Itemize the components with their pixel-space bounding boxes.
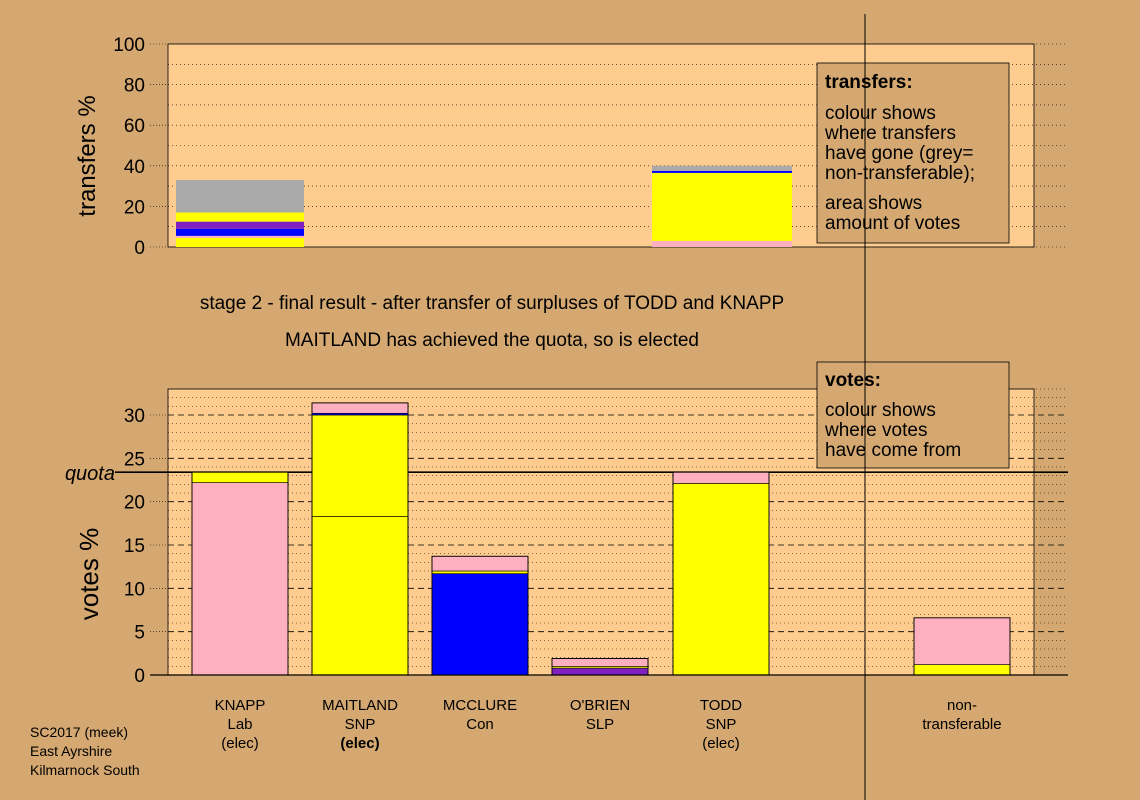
transfer-bar-segment	[176, 237, 304, 247]
transfer-bar-segment	[176, 228, 304, 236]
transfers-legend-line: where transfers	[824, 123, 956, 144]
transfer-bar-segment	[652, 170, 792, 173]
transfers-y-tick-label: 0	[134, 238, 145, 259]
transfers-y-tick-label: 20	[124, 197, 145, 218]
transfers-y-tick-label: 40	[124, 157, 145, 178]
vote-bar-segment	[431, 570, 529, 574]
vote-bar-segment	[311, 414, 409, 517]
transfers-panel: 0 20 40 60 80 100 transfers % transfers: colo…	[74, 35, 1068, 259]
transfers-legend-line: amount of votes	[825, 213, 960, 234]
votes-legend: votes: colour shows where votes have com…	[816, 361, 1010, 469]
candidate-name-label: MCCLURE	[443, 697, 517, 714]
transfers-y-axis-label: transfers %	[74, 95, 101, 216]
candidate-party-label: transferable	[922, 716, 1001, 733]
quota-label: quota	[65, 463, 115, 485]
candidate-party-label: SNP	[345, 716, 376, 733]
votes-y-tick-label: 10	[124, 579, 145, 600]
vote-bar-segment	[672, 471, 770, 484]
transfer-bar-segment	[652, 240, 792, 247]
transfer-bar-segment	[652, 172, 792, 241]
candidate-name-label: non-	[947, 697, 977, 714]
vote-bar-segment	[551, 667, 649, 676]
vote-bar-segment	[311, 402, 409, 414]
candidate-name-label: TODD	[700, 697, 742, 714]
transfers-legend-title: transfers:	[825, 72, 913, 93]
transfer-bar-segment	[176, 180, 304, 213]
transfer-bar-segment	[652, 165, 792, 171]
footer-line: SC2017 (meek)	[30, 724, 128, 740]
vote-bar-segment	[431, 573, 529, 676]
vote-bar-segment	[191, 482, 289, 676]
votes-legend-title: votes:	[825, 370, 881, 391]
vote-bar-segment	[913, 664, 1011, 676]
transfers-legend-box	[816, 62, 1010, 244]
candidate-name-label: KNAPP	[215, 697, 266, 714]
vote-bar-segment	[672, 483, 770, 676]
votes-y-tick-label: 25	[124, 449, 145, 470]
votes-legend-box	[816, 361, 1010, 469]
candidate-status-label: (elec)	[340, 735, 379, 752]
transfers-legend-line: have gone (grey=	[825, 143, 973, 164]
candidate-name-label: MAITLAND	[322, 697, 398, 714]
transfers-legend-line: non-transferable);	[825, 163, 975, 184]
transfer-bar-segment	[176, 221, 304, 229]
vote-bar-segment	[913, 617, 1011, 665]
transfers-y-tick-label: 100	[113, 35, 145, 56]
candidate-status-label: (elec)	[702, 735, 740, 752]
result-caption: MAITLAND has achieved the quota, so is e…	[285, 330, 699, 351]
transfer-bar-segment	[176, 235, 304, 238]
votes-y-tick-label: 5	[134, 623, 145, 644]
transfers-legend-line: area shows	[825, 193, 922, 214]
votes-y-tick-label: 30	[124, 406, 145, 427]
transfer-bar-segment	[176, 212, 304, 222]
votes-legend-line: where votes	[824, 420, 927, 441]
footer-line: Kilmarnock South	[30, 762, 140, 778]
footer-line: East Ayrshire	[30, 743, 112, 759]
transfers-legend-line: colour shows	[825, 103, 936, 124]
vote-bar-segment	[191, 471, 289, 483]
vote-bar-segment	[311, 516, 409, 676]
votes-y-tick-label: 15	[124, 536, 145, 557]
votes-y-tick-label: 0	[134, 666, 145, 687]
votes-y-ticks: 0 5 10 15 20 25 30	[124, 406, 1068, 687]
stage-caption: stage 2 - final result - after transfer …	[200, 293, 784, 314]
candidate-party-label: SLP	[586, 716, 614, 733]
votes-y-tick-label: 20	[124, 493, 145, 514]
votes-y-axis-label: votes %	[74, 528, 104, 621]
candidate-party-label: Con	[466, 716, 494, 733]
vote-bar-segment	[551, 658, 649, 667]
votes-panel: quota 0 5 10 15 20 25 30 KNAPP Lab (elec) MAITLAN…	[65, 361, 1068, 752]
transfers-bars	[176, 165, 792, 247]
candidate-name-label: O'BRIEN	[570, 697, 630, 714]
candidate-party-label: Lab	[227, 716, 252, 733]
votes-x-tick-labels: KNAPP Lab (elec) MAITLAND SNP (elec) MCCLURE Co…	[215, 697, 1002, 752]
transfers-y-ticks: 0 20 40 60 80 100	[113, 35, 168, 259]
candidate-status-label: (elec)	[221, 735, 259, 752]
transfers-y-tick-label: 80	[124, 76, 145, 97]
votes-legend-line: have come from	[825, 440, 961, 461]
transfers-legend: transfers: colour shows where transfers …	[816, 62, 1010, 244]
vote-bar-segment	[431, 555, 529, 572]
transfers-y-tick-label: 60	[124, 116, 145, 137]
votes-legend-line: colour shows	[825, 400, 936, 421]
votes-bars	[191, 402, 1011, 676]
candidate-party-label: SNP	[706, 716, 737, 733]
